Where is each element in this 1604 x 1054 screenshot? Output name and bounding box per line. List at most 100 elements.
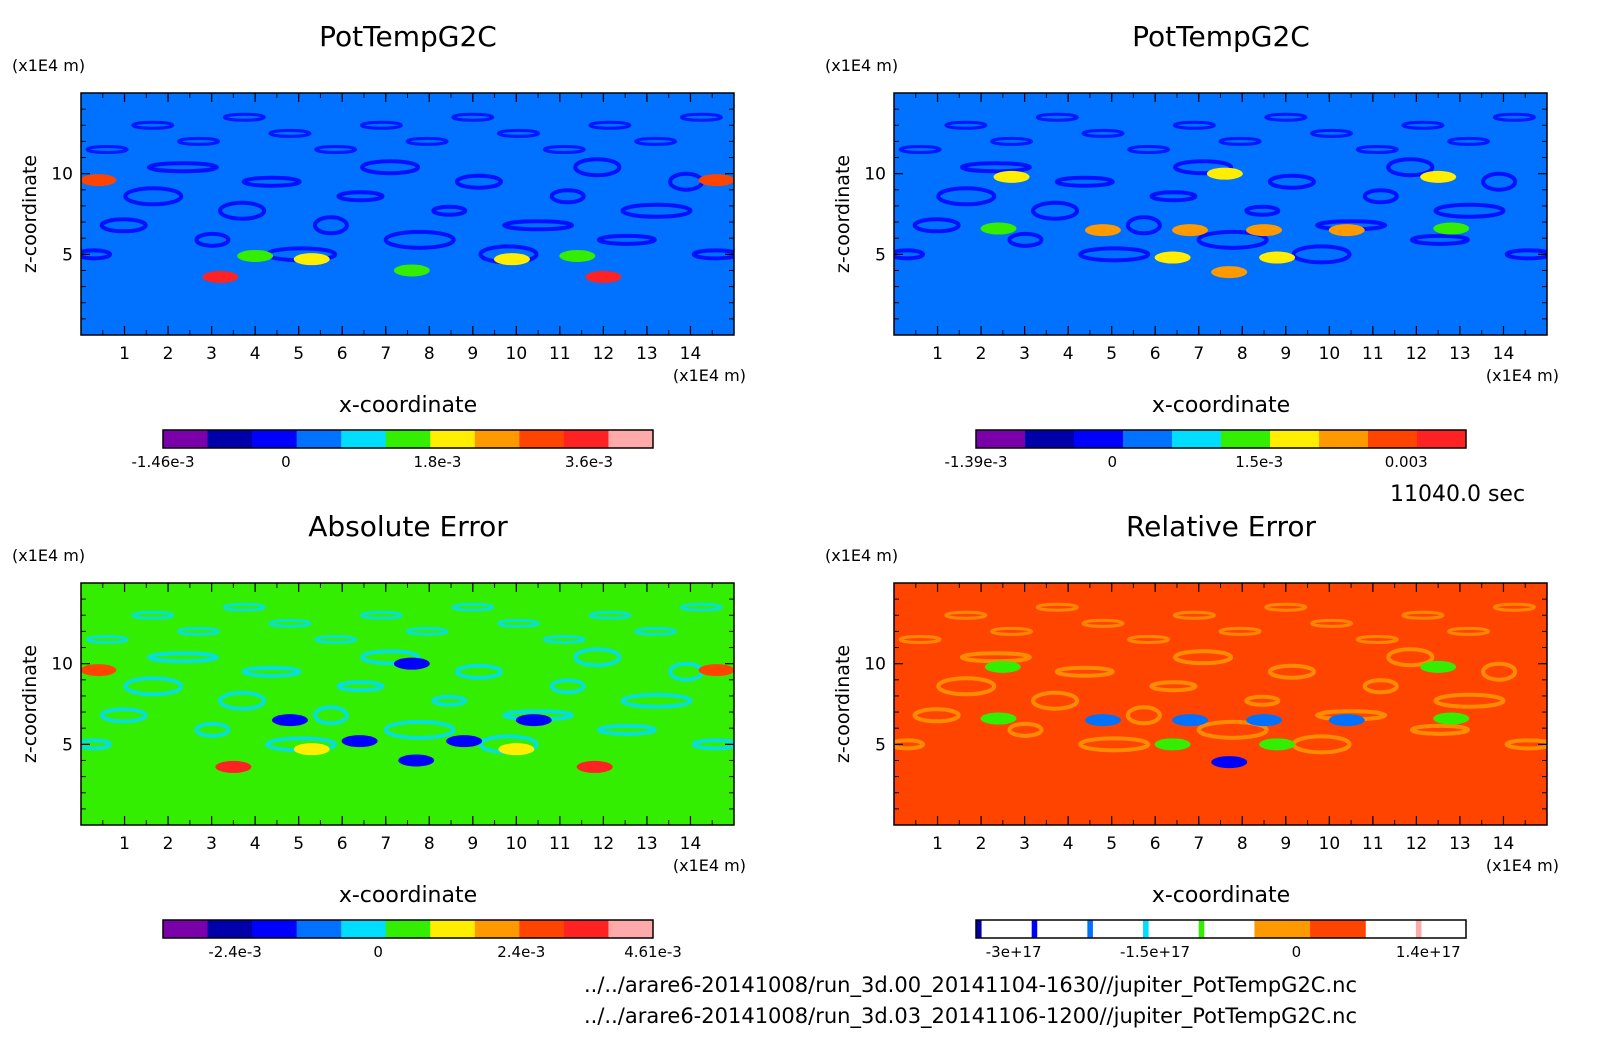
contour-band [1355,634,1399,644]
contour-band [944,610,988,620]
feature-blob-4 [1084,224,1121,237]
colorbar-swatch-5 [341,920,387,938]
contour-band [314,634,358,644]
colorbar-frame [162,919,654,939]
contour-band [959,161,1032,174]
feature-blob-5 [1172,714,1209,727]
contour-band [1409,723,1470,736]
contour-band [359,610,403,620]
colorbar-swatch-5 [1172,430,1222,448]
contour-band [1172,610,1216,620]
contour-band [146,161,219,174]
feature-blob-6 [1246,224,1283,237]
contour-band [1401,120,1445,130]
x-tick-label-1: 1 [932,344,943,364]
colorbar-swatch-10 [563,430,609,448]
contour-band [634,626,678,636]
colorbar-swatch-6 [1092,920,1144,938]
chart-panel-1: PotTempG2C(x1E4 m)1 2 3 4 5 6 7 8 9 10 11 12 13 14510… [12,20,746,471]
x-tick-label-1: 1 [932,834,943,854]
x-tick-label-2: 2 [976,344,987,364]
x-tick-label-3: 3 [1019,834,1030,854]
y-axis-label: z-coordinate [19,645,41,763]
x-tick-label-12: 12 [1406,834,1428,854]
contour-band [1267,663,1316,680]
contour-band [360,159,421,176]
feature-blob-2 [1154,738,1191,751]
feature-blob-8 [984,660,1021,673]
contour-band [912,217,961,234]
feature-blob-1 [202,270,239,283]
x-axis-label: x-coordinate [339,883,477,908]
feature-blob-5 [1172,224,1209,237]
feature-blob-3 [1259,738,1296,751]
feature-blob-7 [1328,714,1365,727]
contour-band [1447,136,1491,146]
contour-band [691,248,734,261]
colorbar-swatch-5 [1087,920,1094,938]
colorbar-swatch-8 [474,430,520,448]
colorbar-swatch-9 [519,430,565,448]
contour-band [1264,112,1308,122]
colorbar-swatch-1 [163,430,209,448]
x-tick-label-13: 13 [1449,834,1471,854]
contour-band [1149,680,1198,693]
x-tick-label-12: 12 [593,344,615,364]
colorbar-label-2: 0 [281,453,291,471]
contour-band [99,707,148,724]
feature-blob-6 [1246,714,1283,727]
x-unit-label: (x1E4 m) [673,366,746,385]
z-unit-label: (x1E4 m) [12,56,85,75]
z-unit-label: (x1E4 m) [825,56,898,75]
contour-band [944,120,988,130]
feature-blob-11 [271,714,308,727]
contour-band [1218,626,1262,636]
contour-band [1196,719,1269,740]
feature-blob-3 [1259,251,1296,264]
x-tick-label-5: 5 [1106,834,1117,854]
chart-title: Relative Error [1126,510,1317,543]
x-tick-label-10: 10 [1319,344,1341,364]
contour-band [1031,200,1080,221]
contour-band [81,738,113,751]
colorbar-frame [162,429,654,449]
x-unit-label: (x1E4 m) [1486,366,1559,385]
x-tick-label-9: 9 [1280,834,1291,854]
colorbar-label-1: -2.4e-3 [208,943,261,961]
contour-band [1054,665,1115,678]
contour-band [1196,229,1269,250]
contour-band [894,738,926,751]
colorbar-swatch-7 [430,920,476,938]
chart-panel-2: PotTempG2C(x1E4 m)1 2 3 4 5 6 7 8 9 10 11 12 13 14510… [825,20,1559,471]
feature-blob-10 [980,712,1017,725]
contour-band [1173,159,1234,176]
x-tick-label-7: 7 [1193,834,1204,854]
x-tick-label-11: 11 [1362,344,1384,364]
contour-band [1127,634,1171,644]
feature-blob-2 [585,270,622,283]
colorbar-swatch-12 [1310,920,1367,938]
colorbar-swatch-9 [1198,920,1205,938]
contour-band [936,676,997,697]
contour-band [691,738,734,751]
x-tick-label-13: 13 [636,834,658,854]
contour-band [679,602,723,612]
colorbar-swatch-7 [430,430,476,448]
contour-band [1310,618,1354,628]
x-tick-label-3: 3 [206,344,217,364]
contour-band [177,136,221,146]
feature-blob-9 [559,249,596,262]
contour-band [1409,233,1470,246]
contour-band [959,651,1032,664]
contour-band [1244,694,1281,707]
x-unit-label: (x1E4 m) [673,856,746,875]
z-tick-label-10: 10 [864,655,886,675]
contour-band [123,186,184,207]
x-tick-label-8: 8 [424,834,435,854]
contour-band [405,136,449,146]
contour-band [383,229,456,250]
x-tick-label-6: 6 [337,834,348,854]
contour-band [1433,692,1506,709]
colorbar-swatch-4 [1037,920,1088,938]
x-tick-label-3: 3 [1019,344,1030,364]
